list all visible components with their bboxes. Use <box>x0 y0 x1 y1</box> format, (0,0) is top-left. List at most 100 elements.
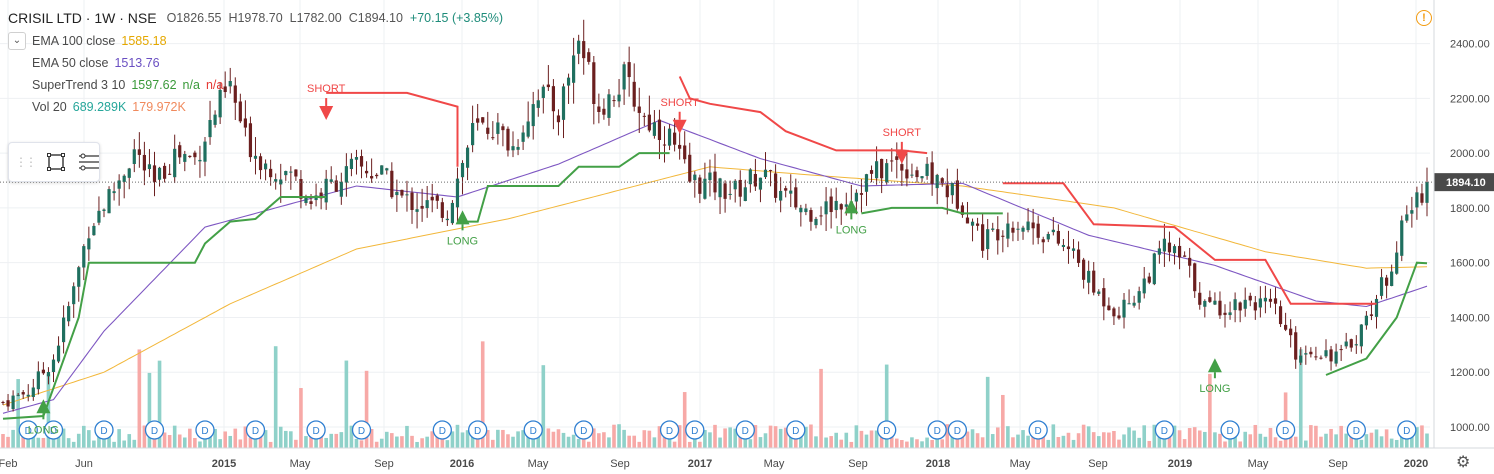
candle-body <box>92 225 96 236</box>
candle-body <box>859 193 864 195</box>
volume-bar <box>177 434 182 448</box>
candle-body <box>950 183 954 196</box>
volume-bar <box>248 437 253 448</box>
candle-body <box>420 205 424 209</box>
time-tick-label: 2016 <box>450 458 474 470</box>
candle-body <box>784 188 788 191</box>
indicator-supertrend[interactable]: SuperTrend 3 10 1597.62 n/a n/a <box>8 74 503 96</box>
candle-body <box>415 209 419 212</box>
candle-body <box>1203 300 1207 307</box>
drawing-toolbar[interactable]: ⋮⋮ <box>8 142 100 182</box>
candle-body <box>1147 276 1151 283</box>
candle-body <box>819 215 823 217</box>
volume-bar <box>1122 434 1126 448</box>
volume-bar <box>21 432 25 448</box>
volume-bar <box>1152 424 1157 448</box>
dividend-label: D <box>1035 426 1042 437</box>
volume-bar <box>1263 436 1268 448</box>
symbol-title[interactable]: CRISIL LTD · 1W · NSE <box>8 10 157 26</box>
volume-bar <box>1096 436 1101 448</box>
dividend-marker-icon <box>927 420 947 440</box>
volume-bar <box>218 439 222 448</box>
candle-body <box>460 162 465 178</box>
volume-bar <box>1389 438 1394 448</box>
volume-bar <box>198 441 202 448</box>
gear-icon[interactable]: ⚙ <box>1456 454 1471 471</box>
dividend-label: D <box>50 426 57 437</box>
candle-body <box>1036 223 1040 238</box>
time-tick-label: May <box>764 458 785 470</box>
volume-bar <box>1001 394 1005 448</box>
volume-bar <box>1197 430 1202 448</box>
volume-bar <box>799 431 803 448</box>
collapse-legend-button[interactable]: ⌄ <box>8 32 26 50</box>
list-settings-icon[interactable] <box>77 151 99 173</box>
candle-body <box>127 168 131 178</box>
rectangle-select-icon[interactable] <box>45 151 67 173</box>
dividend-label: D <box>530 426 537 437</box>
volume-bar <box>1334 434 1338 448</box>
candle-body <box>890 160 894 162</box>
volume-bar <box>1218 433 1222 448</box>
candle-body <box>541 86 545 98</box>
volume-bar <box>56 437 61 448</box>
volume-bar <box>1107 432 1111 448</box>
candle-body <box>617 94 621 102</box>
volume-bar <box>1364 434 1369 448</box>
volume-bar <box>1112 431 1116 448</box>
volume-bar <box>733 428 737 448</box>
candle-body <box>1087 270 1091 283</box>
candle-body <box>97 210 101 223</box>
candle-body <box>1324 350 1328 357</box>
time-tick-label: May <box>1010 458 1031 470</box>
indicator-label: SuperTrend 3 10 <box>32 78 126 92</box>
volume-bar <box>1102 432 1106 448</box>
indicator-volume[interactable]: Vol 20 689.289K 179.972K <box>8 96 503 118</box>
volume-bar <box>1081 424 1086 448</box>
indicator-ema50[interactable]: EMA 50 close 1513.76 <box>8 52 503 74</box>
dividend-label: D <box>742 426 749 437</box>
candle-body <box>683 145 687 160</box>
volume-bar <box>995 427 1000 448</box>
indicator-value-2: n/a <box>182 78 200 92</box>
volume-bar <box>415 441 419 448</box>
candle-body <box>1102 288 1106 307</box>
candle-body <box>834 200 838 211</box>
dividend-marker-icon <box>1275 420 1296 440</box>
candle-body <box>885 163 889 183</box>
candle-body <box>864 174 869 192</box>
dividend-label: D <box>201 426 208 437</box>
candle-body <box>991 228 995 230</box>
candle-body <box>900 164 904 171</box>
candle-body <box>794 187 798 208</box>
candle-body <box>193 152 197 158</box>
volume-bar <box>1006 426 1010 448</box>
volume-bar <box>66 438 71 448</box>
candle-body <box>1132 302 1136 306</box>
volume-bar <box>900 440 904 448</box>
time-axis[interactable]: Feb Jun 2015 May Sep 2016 May Sep 2017 May Sep 2018… <box>0 447 1494 470</box>
price-axis[interactable]: 1000.00 1200.00 1400.00 1600.00 1800.00 2000.… <box>1433 0 1490 448</box>
volume-bar <box>117 429 121 448</box>
indicator-value: 1597.62 <box>131 78 177 92</box>
alert-warning-icon[interactable]: ! <box>1416 10 1432 26</box>
candle-body <box>698 177 702 194</box>
candle-body <box>354 157 359 160</box>
candle-body <box>41 369 45 374</box>
dividend-marker-icon <box>1397 420 1417 440</box>
dividend-marker-icon <box>195 420 215 440</box>
volume-bar <box>844 432 849 448</box>
volume-bar <box>632 435 637 448</box>
volume-bar <box>1167 431 1172 448</box>
volume-bar <box>1384 429 1389 448</box>
candle-body <box>122 175 126 182</box>
volume-bar <box>708 432 712 448</box>
volume-bar <box>1016 434 1020 448</box>
price-tick-label: 1200.00 <box>1450 367 1490 379</box>
candle-body <box>768 170 773 172</box>
drag-handle-icon[interactable]: ⋮⋮ <box>15 155 37 169</box>
candle-body <box>51 359 56 373</box>
indicator-ema100[interactable]: ⌄ EMA 100 close 1585.18 <box>8 30 503 52</box>
candle-body <box>349 158 354 170</box>
